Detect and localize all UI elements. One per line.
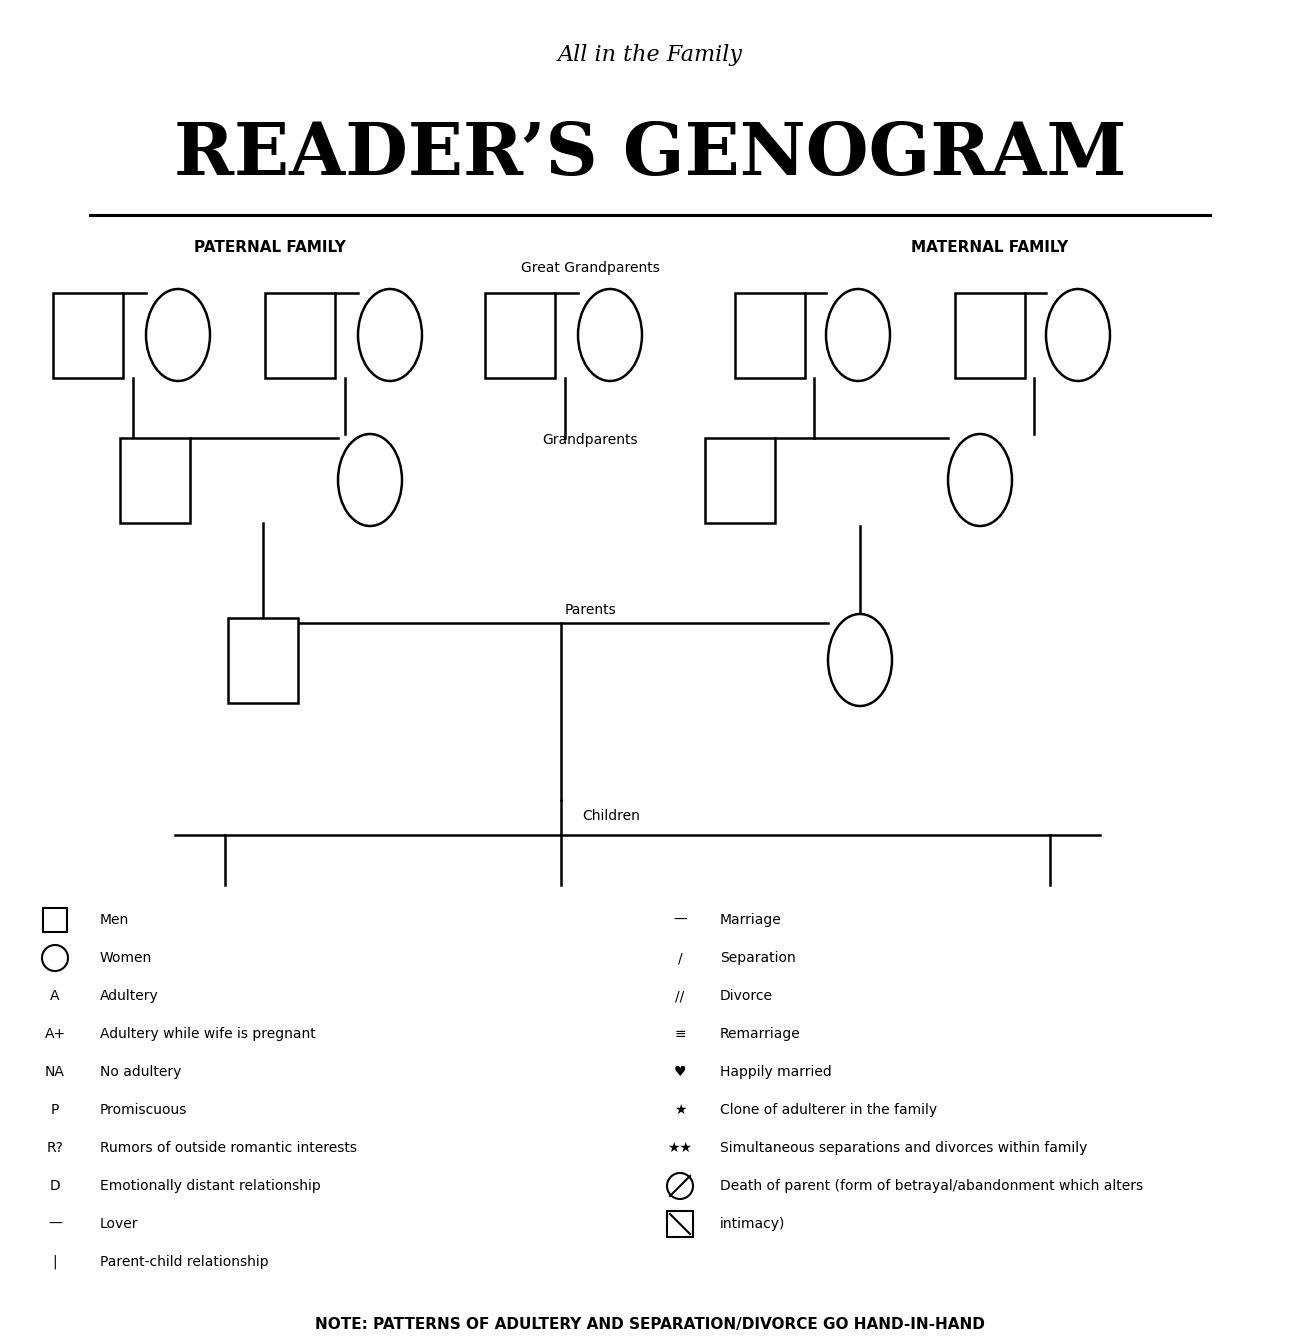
Bar [43, 909, 68, 931]
Text: NA: NA [46, 1064, 65, 1079]
Bar [956, 293, 1024, 378]
Bar [485, 293, 555, 378]
Text: No adultery: No adultery [100, 1064, 182, 1079]
Ellipse shape [828, 614, 892, 706]
Bar [227, 617, 298, 703]
Text: ★★: ★★ [667, 1141, 693, 1154]
Ellipse shape [578, 289, 642, 380]
Bar [667, 1211, 693, 1236]
Text: /: / [677, 952, 683, 965]
Text: —: — [48, 1218, 62, 1231]
Text: Divorce: Divorce [720, 989, 774, 1003]
Ellipse shape [948, 434, 1011, 526]
Text: Adultery: Adultery [100, 989, 159, 1003]
Text: Promiscuous: Promiscuous [100, 1103, 187, 1117]
Ellipse shape [358, 289, 423, 380]
Ellipse shape [1046, 289, 1110, 380]
Bar [53, 293, 124, 378]
Text: intimacy): intimacy) [720, 1218, 785, 1231]
Text: ♥: ♥ [673, 1064, 686, 1079]
Text: Simultaneous separations and divorces within family: Simultaneous separations and divorces wi… [720, 1141, 1087, 1154]
Text: A+: A+ [44, 1027, 65, 1042]
Text: Remarriage: Remarriage [720, 1027, 801, 1042]
Text: Adultery while wife is pregnant: Adultery while wife is pregnant [100, 1027, 316, 1042]
Text: ★: ★ [673, 1103, 686, 1117]
Text: R?: R? [47, 1141, 64, 1154]
Ellipse shape [338, 434, 402, 526]
Text: |: | [53, 1255, 57, 1269]
Text: Grandparents: Grandparents [542, 433, 638, 448]
Text: Women: Women [100, 952, 152, 965]
Text: MATERNAL FAMILY: MATERNAL FAMILY [911, 241, 1069, 255]
Text: Separation: Separation [720, 952, 796, 965]
Text: P: P [51, 1103, 60, 1117]
Text: NOTE: PATTERNS OF ADULTERY AND SEPARATION/DIVORCE GO HAND-IN-HAND: NOTE: PATTERNS OF ADULTERY AND SEPARATIO… [315, 1317, 985, 1332]
Text: //: // [676, 989, 685, 1003]
Text: Men: Men [100, 913, 129, 927]
Text: Marriage: Marriage [720, 913, 781, 927]
Text: —: — [673, 913, 686, 927]
Text: PATERNAL FAMILY: PATERNAL FAMILY [194, 241, 346, 255]
Ellipse shape [42, 945, 68, 970]
Text: All in the Family: All in the Family [558, 44, 742, 66]
Text: Great Grandparents: Great Grandparents [520, 261, 659, 276]
Bar [734, 293, 805, 378]
Ellipse shape [826, 289, 890, 380]
Text: Rumors of outside romantic interests: Rumors of outside romantic interests [100, 1141, 358, 1154]
Text: READER’S GENOGRAM: READER’S GENOGRAM [174, 120, 1126, 191]
Text: Parent-child relationship: Parent-child relationship [100, 1255, 269, 1269]
Text: Emotionally distant relationship: Emotionally distant relationship [100, 1179, 321, 1193]
Text: Death of parent (form of betrayal/abandonment which alters: Death of parent (form of betrayal/abando… [720, 1179, 1143, 1193]
Text: Parents: Parents [564, 603, 616, 617]
Ellipse shape [667, 1173, 693, 1199]
Bar [265, 293, 335, 378]
Bar [120, 438, 190, 523]
Text: A: A [51, 989, 60, 1003]
Bar [705, 438, 775, 523]
Text: Happily married: Happily married [720, 1064, 832, 1079]
Text: Children: Children [582, 809, 640, 823]
Ellipse shape [146, 289, 211, 380]
Text: Lover: Lover [100, 1218, 139, 1231]
Text: ≡: ≡ [675, 1027, 686, 1042]
Text: D: D [49, 1179, 60, 1193]
Text: Clone of adulterer in the family: Clone of adulterer in the family [720, 1103, 937, 1117]
